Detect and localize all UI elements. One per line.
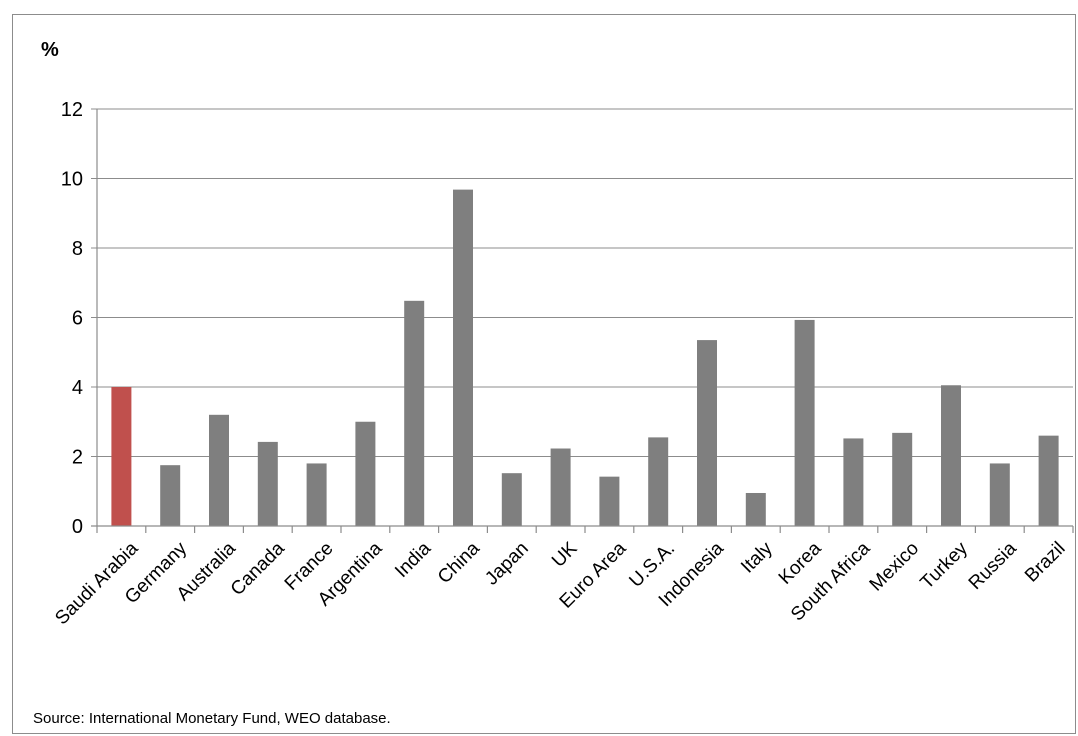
x-category-label: China — [434, 538, 484, 588]
bar-euro-area — [599, 476, 620, 526]
bar-germany — [160, 465, 181, 526]
bar-mexico — [892, 432, 913, 526]
chart-frame: % 0 2 4 6 8 10 12 Saudi Arabia Germany Australia… — [12, 14, 1076, 734]
x-category-label: India — [391, 538, 435, 582]
bar-korea — [794, 319, 815, 526]
x-category-label: Italy — [737, 538, 777, 578]
gridlines — [91, 108, 1073, 457]
unit-label: % — [41, 39, 59, 61]
bar-australia — [209, 414, 229, 526]
bar-uk — [550, 448, 571, 526]
bars — [111, 189, 1059, 526]
y-tick-label: 6 — [72, 308, 83, 330]
x-category-label: Turkey — [917, 538, 973, 594]
bar-chart: % 0 2 4 6 8 10 12 Saudi ArabiaGermanyAustralia… — [33, 39, 1074, 727]
x-category-label: Saudi Arabia — [51, 538, 142, 629]
bar-brazil — [1038, 435, 1059, 526]
y-tick-label: 10 — [61, 169, 83, 191]
bar-japan — [501, 473, 522, 526]
bar-saudi-arabia — [111, 387, 132, 526]
bar-south-africa — [843, 438, 864, 526]
y-axis-ticks: 0 2 4 6 8 10 12 — [61, 99, 83, 538]
source-note: Source: International Monetary Fund, WEO… — [33, 710, 391, 727]
bar-argentina — [355, 421, 376, 526]
x-category-label: Brazil — [1021, 538, 1069, 586]
bar-u-s-a — [648, 437, 669, 526]
bar-france — [306, 463, 327, 526]
bar-indonesia — [697, 340, 717, 526]
bar-canada — [257, 441, 278, 526]
bar-china — [453, 189, 473, 526]
axes — [91, 109, 1074, 533]
bar-turkey — [941, 385, 961, 526]
bar-italy — [745, 492, 766, 526]
y-tick-label: 0 — [72, 516, 83, 538]
x-category-label: Mexico — [866, 538, 923, 595]
bar-russia — [989, 463, 1010, 526]
x-category-label: Canada — [227, 538, 289, 600]
x-category-label: UK — [548, 538, 582, 572]
bar-india — [404, 300, 425, 526]
y-tick-label: 12 — [61, 99, 83, 121]
y-tick-label: 2 — [72, 447, 83, 469]
x-axis-labels: Saudi ArabiaGermanyAustraliaCanadaFrance… — [51, 538, 1069, 629]
y-tick-label: 8 — [72, 238, 83, 260]
x-category-label: Japan — [481, 538, 532, 589]
y-tick-label: 4 — [72, 377, 83, 399]
x-category-label: Russia — [965, 538, 1021, 594]
